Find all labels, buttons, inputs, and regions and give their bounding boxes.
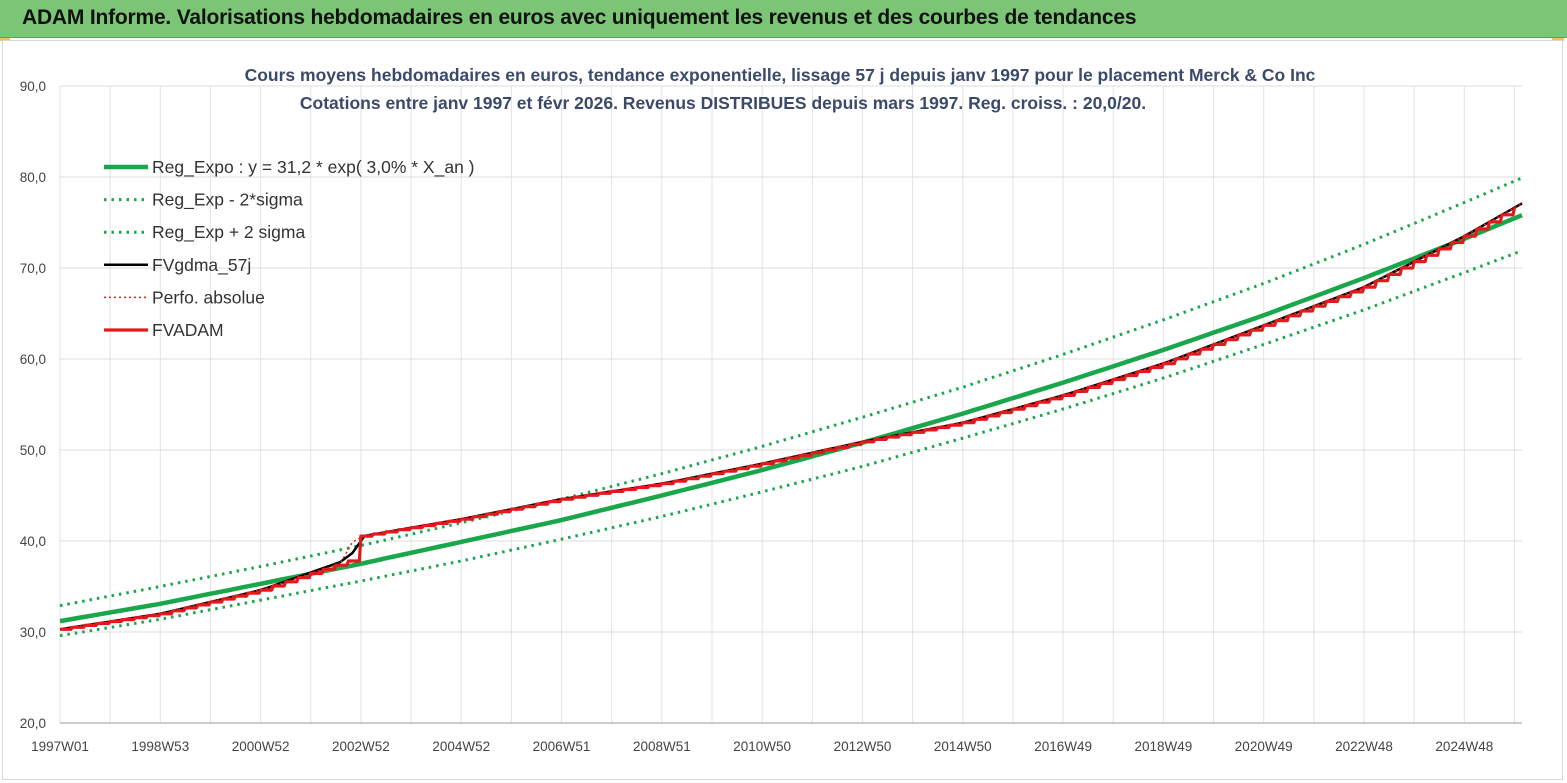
corner-mark-right: [1552, 38, 1564, 41]
chart-axes: 20,0 30,0 40,0 50,0 60,0 70,0 80,0 90,0 1997W01 1…: [20, 79, 1522, 754]
series-line-0: [59, 213, 1523, 624]
x-tick-label: 2002W52: [332, 739, 390, 754]
y-tick-label: 80,0: [20, 170, 46, 185]
x-tick-label: 1998W53: [131, 739, 189, 754]
y-tick-label: 30,0: [20, 625, 46, 640]
y-tick-label: 60,0: [20, 352, 46, 367]
corner-mark-left: [0, 38, 10, 41]
y-tick-label: 50,0: [20, 443, 46, 458]
chart-legend: Reg_Expo : y = 31,2 * exp( 3,0% * X_an )…: [104, 157, 475, 340]
x-tick-label: 2024W48: [1435, 739, 1493, 754]
chart-frame: [2, 40, 1563, 780]
legend-label: FVADAM: [152, 320, 224, 340]
series-line-1: [59, 249, 1523, 638]
chart-title: Cours moyens hebdomadaires en euros, ten…: [245, 65, 1316, 85]
x-tick-label: 2018W49: [1134, 739, 1192, 754]
series-line-5: [60, 207, 1517, 631]
chart-series: [59, 176, 1523, 638]
y-tick-label: 70,0: [20, 261, 46, 276]
legend-label: Reg_Exp - 2*sigma: [152, 190, 303, 211]
chart-subtitle: Cotations entre janv 1997 et févr 2026. …: [300, 93, 1146, 113]
report-title: ADAM Informe. Valorisations hebdomadaire…: [22, 6, 1137, 29]
header-bar: ADAM Informe. Valorisations hebdomadaire…: [0, 0, 1567, 38]
x-tick-label: 2000W52: [232, 739, 290, 754]
x-tick-label: 1997W01: [31, 739, 89, 754]
x-tick-label: 2020W49: [1235, 739, 1293, 754]
legend-label: Reg_Exp + 2 sigma: [152, 222, 305, 243]
x-tick-label: 2008W51: [633, 739, 691, 754]
x-tick-label: 2006W51: [533, 739, 591, 754]
series-line-2: [59, 176, 1523, 608]
series-line-3: [59, 202, 1523, 631]
x-tick-label: 2010W50: [733, 739, 791, 754]
y-tick-label: 90,0: [20, 79, 46, 94]
legend-label: Reg_Expo : y = 31,2 * exp( 3,0% * X_an ): [152, 157, 475, 178]
legend-label: FVgdma_57j: [152, 255, 251, 276]
y-tick-label: 20,0: [20, 716, 46, 731]
legend-label: Perfo. absolue: [152, 287, 265, 307]
chart-grid: [59, 85, 1522, 724]
x-tick-label: 2012W50: [834, 739, 892, 754]
x-tick-label: 2022W48: [1335, 739, 1393, 754]
x-tick-label: 2004W52: [432, 739, 490, 754]
x-tick-label: 2016W49: [1034, 739, 1092, 754]
x-tick-label: 2014W50: [934, 739, 992, 754]
series-line-4: [59, 202, 1523, 631]
y-tick-label: 40,0: [20, 534, 46, 549]
